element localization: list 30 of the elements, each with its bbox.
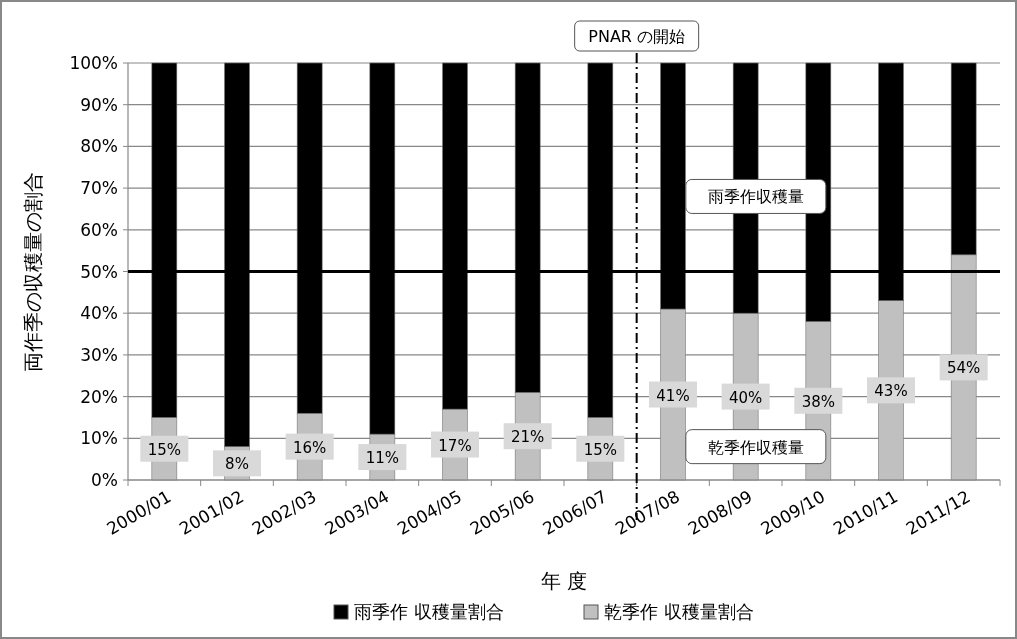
data-label: 15% (147, 440, 182, 459)
data-label: 21% (510, 428, 545, 447)
y-tick-label: 100% (69, 53, 118, 73)
y-tick-label: 50% (80, 261, 118, 282)
data-label: 40% (728, 388, 763, 407)
legend-label: 雨季作 収穫量割合 (354, 601, 504, 622)
y-tick-label: 90% (80, 94, 118, 115)
data-label: 8% (225, 455, 249, 474)
y-axis-title: 両作季の収穫量の割合 (21, 171, 45, 372)
annotation: 乾季作収穫量 (707, 437, 804, 457)
data-label: 38% (801, 392, 836, 411)
y-tick-label: 80% (80, 136, 118, 157)
data-label: 41% (656, 386, 690, 405)
y-tick-label: 0% (91, 470, 118, 490)
legend-label: 乾季作 収穫量割合 (604, 601, 754, 622)
x-axis-title: 年 度 (540, 569, 588, 593)
data-label: 43% (874, 382, 908, 401)
y-tick-label: 40% (80, 303, 118, 324)
data-label: 11% (365, 449, 400, 468)
data-label: 16% (292, 438, 327, 457)
y-tick-label: 60% (80, 219, 118, 240)
data-label: 54% (946, 359, 981, 378)
y-tick-label: 30% (80, 344, 118, 365)
y-tick-label: 70% (80, 178, 118, 199)
annotation: 雨季作収穫量 (707, 187, 804, 207)
y-tick-label: 20% (80, 386, 118, 407)
y-tick-label: 10% (80, 428, 118, 449)
data-label: 17% (438, 436, 472, 455)
ref-line-label: PNAR の開始 (588, 27, 686, 46)
data-label: 15% (583, 440, 618, 459)
